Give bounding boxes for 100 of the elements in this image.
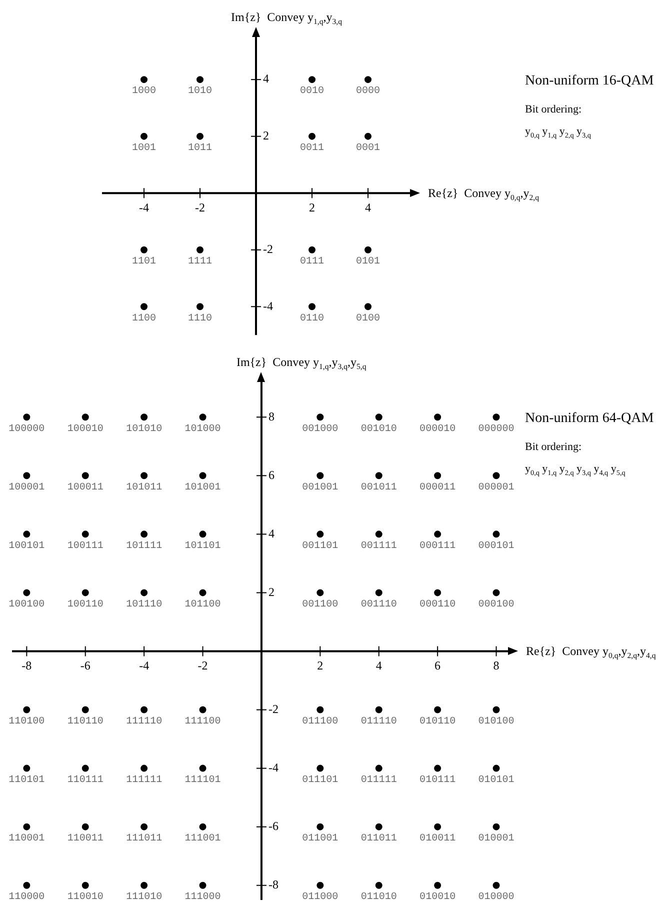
y-tick-label: 2: [268, 584, 274, 599]
point: [196, 303, 204, 310]
annotation: 101011: [126, 482, 162, 494]
annotation: 1100: [132, 313, 156, 324]
annotation: 0010: [300, 86, 324, 98]
point: [308, 246, 316, 254]
y-tick-label: -8: [268, 878, 278, 892]
annotation: 001111: [360, 540, 397, 552]
annotation: 011000: [302, 892, 338, 904]
x-tick-label: -4: [139, 200, 149, 214]
annotation: 100000: [8, 424, 45, 435]
point: [308, 76, 316, 84]
y-tick-label: -2: [268, 702, 278, 716]
annotation: 110011: [67, 833, 104, 844]
annotation: 101110: [126, 599, 162, 610]
annotation: 100110: [67, 599, 104, 610]
point: [364, 132, 372, 140]
text: Non-uniform 64-QAM: [525, 411, 654, 426]
y-tick-label: -2: [263, 242, 273, 256]
x-tick-label: 2: [309, 200, 315, 214]
annotation: 110111: [67, 774, 104, 786]
annotation: 1010: [188, 86, 212, 98]
annotation: 0011: [300, 142, 324, 154]
annotation: 010110: [420, 716, 456, 728]
text: Bit ordering:: [525, 441, 582, 454]
y-tick-label: 8: [268, 409, 274, 424]
annotation: 000100: [478, 599, 514, 610]
annotation: 111000: [184, 892, 221, 904]
annotation: 101101: [184, 540, 221, 552]
x-tick-label: -2: [198, 658, 208, 672]
annotation: 100001: [8, 482, 45, 494]
annotation: 101000: [184, 424, 221, 435]
annotation: 000111: [420, 540, 456, 552]
annotation: 101001: [184, 482, 221, 494]
annotation: 010001: [478, 833, 514, 844]
annotation: 1101: [132, 256, 156, 268]
annotation: 111110: [126, 716, 162, 728]
annotation: 101100: [184, 599, 221, 610]
point: [140, 246, 148, 254]
x-tick-label: 8: [493, 658, 500, 672]
x-tick-label: 4: [365, 200, 371, 214]
annotation: 0000: [356, 86, 380, 98]
point: [140, 132, 148, 140]
annotation: 0101: [356, 256, 380, 268]
annotation: 011010: [360, 892, 397, 904]
annotation: 100101: [8, 540, 45, 552]
y-tick-label: 2: [263, 128, 269, 142]
annotation: 000010: [420, 424, 456, 435]
annotation: 011110: [360, 716, 397, 728]
annotation: 0100: [356, 313, 380, 324]
annotation: 110010: [67, 892, 104, 904]
x-tick-label: -6: [80, 658, 90, 672]
x-tick-label: 2: [317, 658, 324, 672]
annotation: 010100: [478, 716, 514, 728]
text: Bit ordering:: [525, 104, 582, 116]
annotation: 100010: [67, 424, 104, 435]
x-tick-label: 4: [376, 658, 382, 672]
annotation: 110001: [8, 833, 45, 844]
annotation: 010000: [478, 892, 514, 904]
y-tick-label: -4: [268, 760, 278, 774]
annotation: 111111: [126, 774, 162, 786]
x-tick-label: 6: [434, 658, 441, 672]
annotation: 000110: [420, 599, 456, 610]
annotation: 111001: [184, 833, 221, 844]
annotation: 001000: [302, 424, 338, 435]
y-tick-label: -4: [263, 298, 273, 313]
x-tick-label: -4: [139, 658, 150, 672]
annotation: 100100: [8, 599, 45, 610]
annotation: 010111: [420, 774, 456, 786]
annotation: 010101: [478, 774, 514, 786]
text: Non-uniform 16-QAM: [525, 74, 654, 89]
annotation: 110110: [67, 716, 104, 728]
annotation: 111010: [126, 892, 162, 904]
annotation: 111011: [126, 833, 162, 844]
annotation: 110101: [8, 774, 45, 786]
point: [308, 132, 316, 140]
point: [364, 246, 372, 254]
annotation: 011011: [360, 833, 397, 844]
annotation: 010011: [420, 833, 456, 844]
annotation: 110100: [8, 716, 45, 728]
annotation: 001011: [360, 482, 397, 494]
annotation: 0110: [300, 313, 324, 324]
point: [140, 76, 148, 84]
annotation: 1110: [188, 313, 212, 324]
annotation: 011001: [302, 833, 338, 844]
annotation: 011101: [302, 774, 338, 786]
x-tick-label: -2: [195, 200, 205, 214]
annotation: 100111: [67, 540, 104, 552]
annotation: 000001: [478, 482, 514, 494]
point: [364, 303, 372, 310]
annotation: 1011: [188, 142, 212, 154]
annotation: 0001: [356, 142, 380, 154]
annotation: 011111: [360, 774, 397, 786]
annotation: 1001: [132, 142, 156, 154]
annotation: 000011: [420, 482, 456, 494]
annotation: 100011: [67, 482, 104, 494]
y-tick-label: 4: [268, 526, 274, 540]
annotation: 010010: [420, 892, 456, 904]
point: [308, 303, 316, 310]
annotation: 0111: [300, 256, 324, 268]
